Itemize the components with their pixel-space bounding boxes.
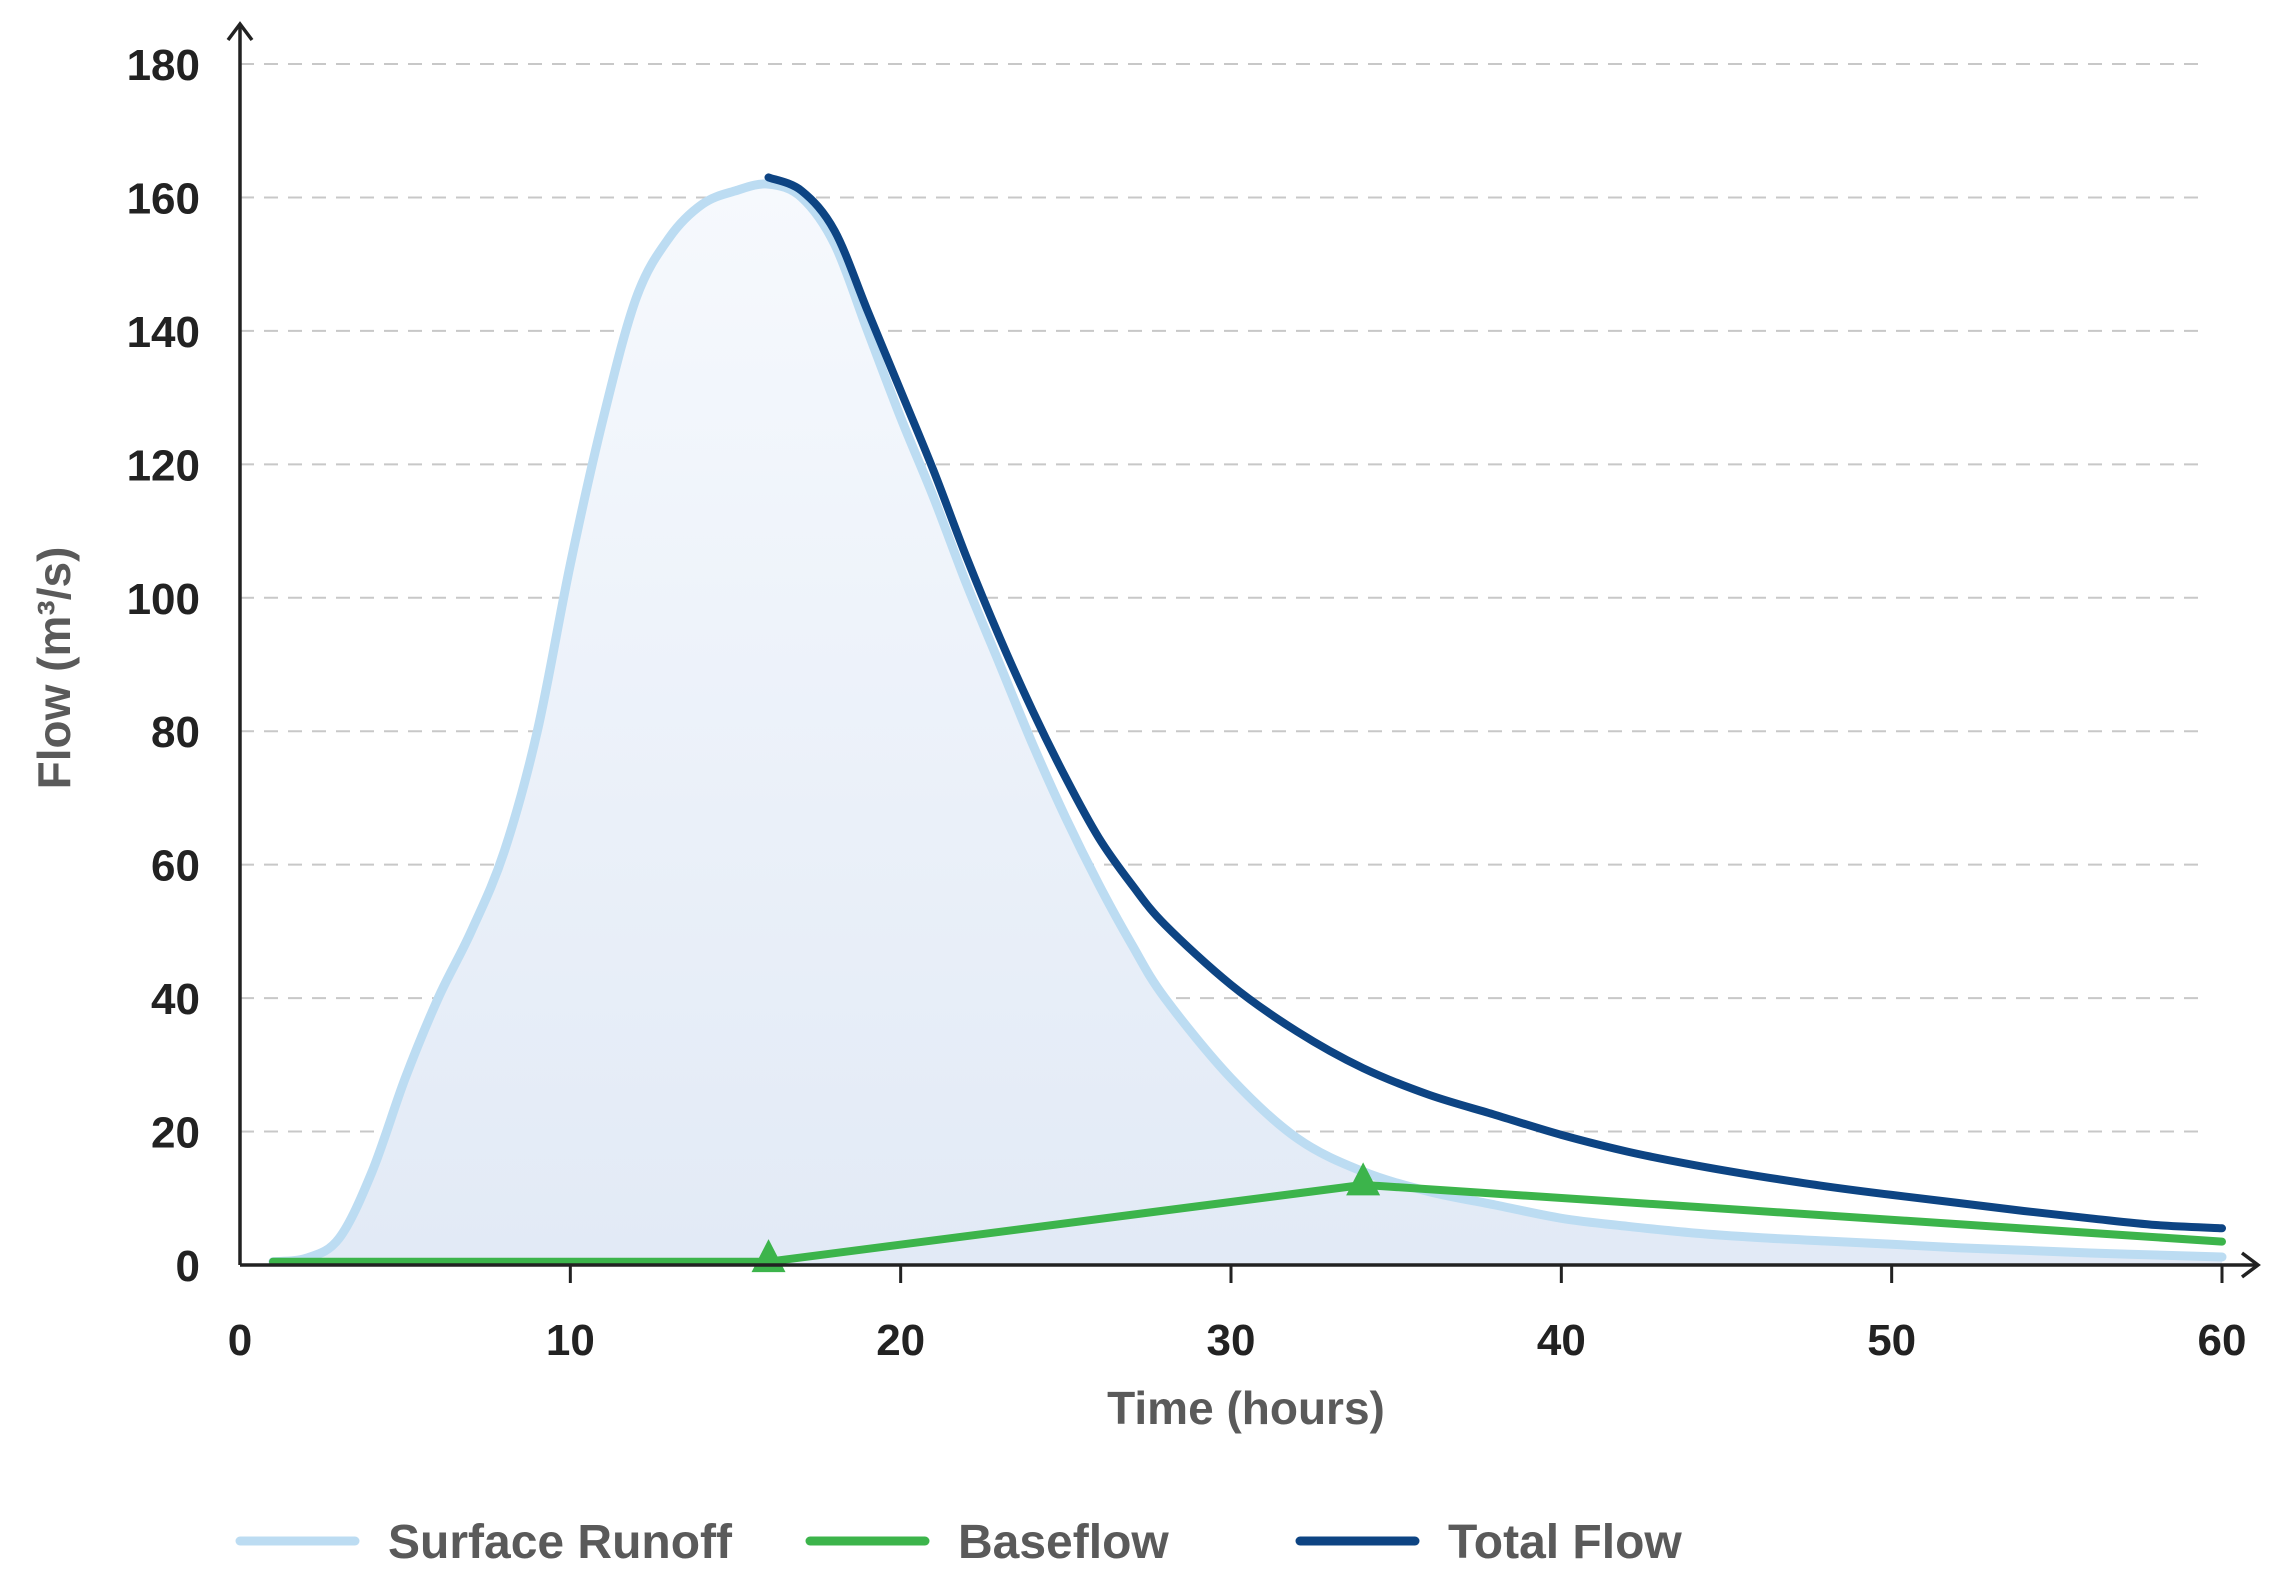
y-axis-title: Flow (m³/s) [28, 547, 80, 790]
y-tick-label-120: 120 [127, 441, 200, 490]
y-tick-label-20: 20 [151, 1109, 200, 1158]
y-tick-label-60: 60 [151, 842, 200, 891]
x-axis-title: Time (hours) [1107, 1382, 1385, 1434]
y-tick-label-0: 0 [176, 1242, 200, 1291]
y-tick-label-140: 140 [127, 308, 200, 357]
y-tick-label-40: 40 [151, 975, 200, 1024]
legend-label-baseflow: Baseflow [958, 1516, 1169, 1569]
y-tick-label-80: 80 [151, 708, 200, 757]
x-tick-label-60: 60 [2198, 1316, 2247, 1365]
y-tick-label-160: 160 [127, 174, 200, 223]
legend-label-total-flow: Total Flow [1448, 1516, 1682, 1569]
legend: Surface Runoff Baseflow Total Flow [240, 1516, 1682, 1569]
x-tick-label-50: 50 [1867, 1316, 1916, 1365]
area-layer [273, 184, 2222, 1265]
x-tick-label-0: 0 [228, 1316, 252, 1365]
x-tick-label-40: 40 [1537, 1316, 1586, 1365]
x-tick-label-20: 20 [876, 1316, 925, 1365]
legend-label-surface-runoff: Surface Runoff [388, 1516, 733, 1569]
x-tick-label-10: 10 [546, 1316, 595, 1365]
x-tick-label-30: 30 [1207, 1316, 1256, 1365]
y-tick-label-100: 100 [127, 575, 200, 624]
y-tick-label-180: 180 [127, 41, 200, 90]
surface-runoff-area [273, 184, 2222, 1265]
